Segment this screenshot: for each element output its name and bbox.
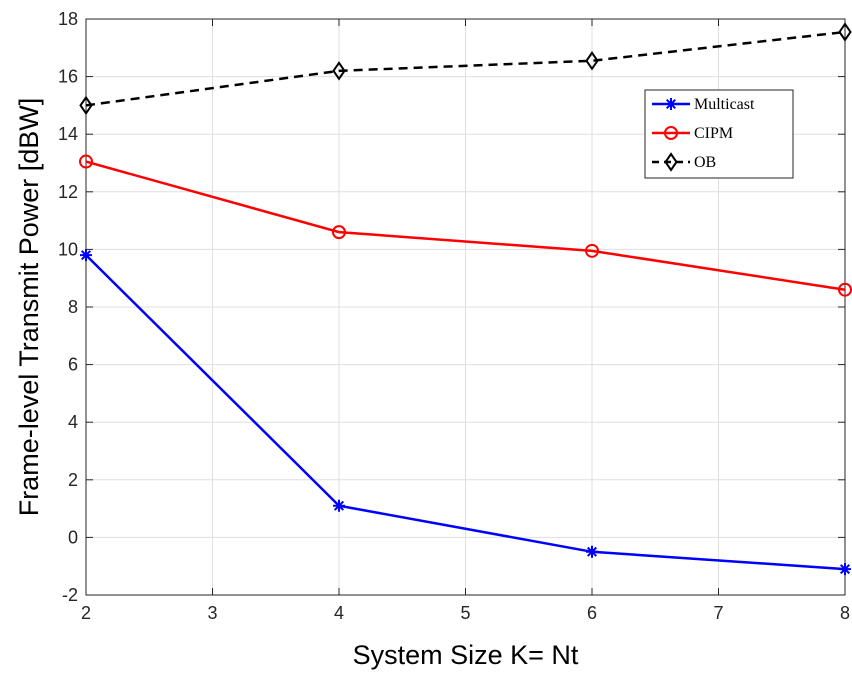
- y-tick-label: 18: [58, 9, 78, 29]
- data-point: [332, 61, 346, 81]
- data-point: [79, 95, 93, 116]
- legend: Multicast CIPM OB: [644, 89, 794, 179]
- y-tick-label: 16: [58, 67, 78, 87]
- y-tick-label: 4: [68, 412, 78, 432]
- data-point: [333, 499, 345, 512]
- series-multicast: [80, 249, 851, 576]
- legend-label: CIPM: [694, 125, 733, 142]
- legend-label: OB: [694, 154, 716, 171]
- y-axis-label: Frame-level Transmit Power [dBW]: [14, 98, 44, 517]
- x-tick-label: 8: [840, 603, 850, 623]
- data-point: [585, 243, 599, 258]
- x-tick-label: 7: [713, 603, 723, 623]
- series-ob: [79, 22, 852, 116]
- legend-marker: [664, 126, 678, 140]
- x-tick-label: 2: [81, 603, 91, 623]
- legend-item: Multicast: [652, 96, 755, 113]
- y-tick-label: -2: [62, 585, 78, 605]
- ticks: 2 3 4 5 6 7 8 -2 0 2 4 6 8 10 12 14 16 18: [58, 9, 850, 623]
- data-point: [838, 282, 852, 297]
- series-line: [85, 254, 846, 571]
- data-point: [586, 545, 598, 558]
- series-cipm: [79, 154, 852, 297]
- y-tick-label: 0: [68, 527, 78, 547]
- y-tick-label: 8: [68, 297, 78, 317]
- data-point: [332, 225, 346, 240]
- x-axis-label: System Size K= Nt: [353, 640, 579, 670]
- x-tick-label: 5: [460, 603, 470, 623]
- y-tick-label: 6: [68, 355, 78, 375]
- y-tick-label: 10: [58, 239, 78, 259]
- legend-label: Multicast: [694, 96, 755, 113]
- y-tick-label: 14: [58, 124, 78, 144]
- x-tick-label: 6: [587, 603, 597, 623]
- data-point: [79, 154, 93, 169]
- data-point: [80, 249, 92, 262]
- series-line: [85, 30, 846, 107]
- x-tick-label: 3: [207, 603, 217, 623]
- legend-item: CIPM: [652, 125, 733, 142]
- data-point: [838, 22, 852, 42]
- y-tick-label: 2: [68, 470, 78, 490]
- x-tick-label: 4: [334, 603, 344, 623]
- data-point: [585, 50, 599, 71]
- legend-marker: [665, 98, 677, 110]
- series-line: [85, 160, 846, 291]
- legend-marker: [664, 152, 678, 172]
- y-tick-label: 12: [58, 182, 78, 202]
- series-layer: [79, 22, 852, 576]
- plot-area-frame: [85, 18, 846, 596]
- legend-item: OB: [652, 152, 716, 172]
- data-point: [839, 563, 851, 576]
